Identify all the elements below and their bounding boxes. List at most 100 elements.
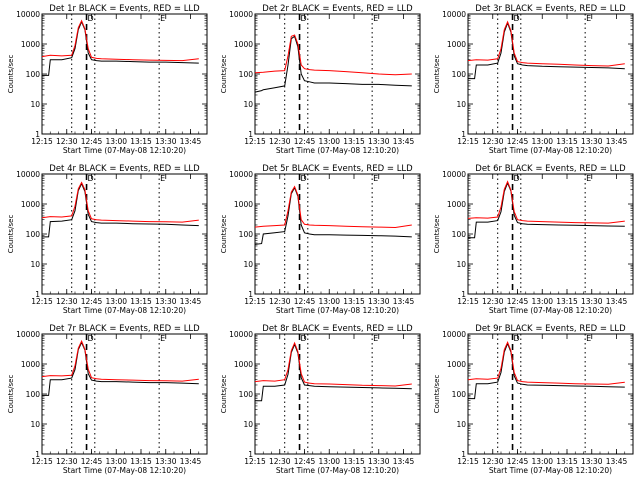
marker-label: D [514, 334, 520, 343]
x-axis-label: Start Time (07-May-08 12:10:20) [63, 466, 186, 475]
y-tick-label: 1000 [447, 40, 466, 49]
y-tick-label: 1 [35, 450, 40, 459]
chart-panel-3: Det 3r BLACK = Events, RED = LLD 1 10 100 10… [433, 4, 634, 155]
series-events-line [468, 21, 625, 80]
plot-frame [254, 13, 421, 135]
y-tick-label: 100 [26, 390, 41, 399]
y-tick-label: 10000 [442, 10, 466, 19]
y-tick-label: 100 [452, 70, 467, 79]
y-axis-label: Counts/sec [220, 375, 228, 414]
plot-frame [41, 13, 208, 135]
x-tick-label: 12:15 [31, 137, 53, 146]
y-tick-label: 100 [239, 390, 254, 399]
marker-label: E [160, 334, 165, 343]
y-tick-label: 100 [26, 70, 41, 79]
x-tick-label: 12:30 [56, 457, 78, 466]
y-axis-label: Counts/sec [7, 375, 15, 414]
x-tick-label: 12:30 [482, 137, 504, 146]
y-tick-label: 1 [461, 290, 466, 299]
x-tick-label: 12:30 [482, 457, 504, 466]
x-tick-label: 13:30 [581, 297, 603, 306]
marker-label: E [586, 14, 591, 23]
x-tick-label: 13:45 [180, 297, 202, 306]
x-tick-label: 12:15 [457, 137, 479, 146]
chart-panel-6: Det 6r BLACK = Events, RED = LLD 1 10 100 10… [433, 164, 634, 315]
x-tick-label: 12:45 [294, 457, 316, 466]
x-tick-label: 13:30 [581, 137, 603, 146]
x-tick-label: 13:15 [556, 457, 578, 466]
chart-panel-8: Det 8r BLACK = Events, RED = LLD 1 10 100 10… [220, 324, 421, 475]
x-tick-label: 12:30 [269, 457, 291, 466]
x-tick-label: 12:15 [31, 297, 53, 306]
y-axis-label: Counts/sec [433, 55, 441, 94]
x-tick-label: 13:45 [393, 457, 415, 466]
y-axis-label: Counts/sec [7, 55, 15, 94]
x-tick-label: 13:00 [531, 137, 553, 146]
y-tick-label: 10 [456, 420, 466, 429]
chart-panel-4: Det 4r BLACK = Events, RED = LLD 1 10 100 10… [7, 164, 208, 315]
y-tick-label: 100 [239, 230, 254, 239]
marker-label: E [373, 334, 378, 343]
y-axis-label: Counts/sec [220, 55, 228, 94]
y-tick-label: 10 [456, 100, 466, 109]
y-tick-label: 10 [243, 420, 253, 429]
marker-label: D [514, 174, 520, 183]
x-tick-label: 13:45 [606, 297, 628, 306]
series-events-line [255, 343, 412, 402]
series-lld-line [254, 34, 412, 76]
y-axis-label: Counts/sec [433, 375, 441, 414]
x-tick-label: 13:30 [155, 137, 177, 146]
y-tick-label: 100 [239, 70, 254, 79]
x-axis-label: Start Time (07-May-08 12:10:20) [489, 306, 612, 315]
series-lld-line [254, 341, 412, 387]
x-tick-label: 13:15 [130, 297, 152, 306]
x-tick-label: 12:45 [81, 137, 103, 146]
y-tick-label: 10 [30, 420, 40, 429]
plot-frame [254, 333, 421, 455]
series-lld-line [467, 341, 625, 385]
y-tick-label: 10000 [442, 330, 466, 339]
series-lld-line [41, 339, 199, 382]
x-tick-label: 13:00 [318, 297, 340, 306]
series-lld-line [467, 180, 625, 224]
chart-title: Det 3r BLACK = Events, RED = LLD [475, 4, 626, 14]
y-axis-label: Counts/sec [7, 215, 15, 254]
marker-label: E [373, 174, 378, 183]
y-tick-label: 1 [35, 290, 40, 299]
y-tick-label: 10000 [16, 170, 40, 179]
x-tick-label: 12:30 [482, 297, 504, 306]
y-tick-label: 10000 [16, 10, 40, 19]
y-tick-label: 1 [35, 130, 40, 139]
plot-frame [467, 173, 634, 295]
plot-frame [41, 333, 208, 455]
x-tick-label: 12:15 [244, 297, 266, 306]
x-tick-label: 12:30 [56, 137, 78, 146]
x-axis-label: Start Time (07-May-08 12:10:20) [63, 306, 186, 315]
y-tick-label: 10 [30, 100, 40, 109]
marker-label: E [160, 14, 165, 23]
x-tick-label: 13:30 [581, 457, 603, 466]
y-tick-label: 1 [461, 130, 466, 139]
y-tick-label: 100 [26, 230, 41, 239]
x-tick-label: 13:15 [556, 137, 578, 146]
y-tick-label: 1000 [234, 200, 253, 209]
y-tick-label: 10 [243, 260, 253, 269]
marker-label: D [301, 14, 307, 23]
x-tick-label: 13:15 [130, 457, 152, 466]
y-tick-label: 1 [248, 290, 253, 299]
series-events-line [42, 182, 199, 238]
chart-panel-2: Det 2r BLACK = Events, RED = LLD 1 10 100 10… [220, 4, 421, 155]
chart-title: Det 9r BLACK = Events, RED = LLD [475, 324, 626, 334]
x-tick-label: 13:30 [368, 297, 390, 306]
plot-frame [467, 333, 634, 455]
x-tick-label: 13:00 [105, 297, 127, 306]
plot-frame [41, 173, 208, 295]
x-tick-label: 12:30 [269, 137, 291, 146]
x-axis-label: Start Time (07-May-08 12:10:20) [276, 146, 399, 155]
y-axis-label: Counts/sec [220, 215, 228, 254]
y-tick-label: 10 [30, 260, 40, 269]
x-tick-label: 12:45 [507, 137, 529, 146]
marker-label: D [301, 174, 307, 183]
